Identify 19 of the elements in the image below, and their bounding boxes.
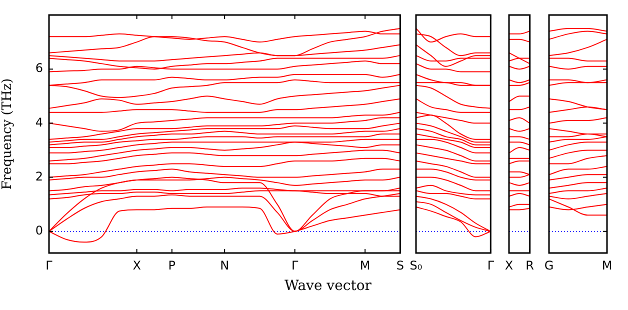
x-tick-label: S [396, 258, 404, 272]
x-tick-label: P [168, 258, 176, 272]
x-tick-label: Γ [291, 258, 298, 272]
x-tick-label: S₀ [410, 258, 422, 272]
y-tick-label: 0 [35, 223, 43, 238]
y-axis-title: Frequency (THz) [0, 78, 16, 190]
x-axis-title: Wave vector [284, 278, 372, 294]
y-tick-label: 2 [35, 169, 43, 184]
x-tick-label: Γ [46, 258, 53, 272]
x-tick-label: R [526, 258, 534, 272]
y-tick-label: 4 [35, 115, 43, 130]
x-tick-label: X [132, 258, 141, 272]
x-tick-label: M [602, 258, 612, 272]
x-tick-label: Γ [487, 258, 494, 272]
x-tick-label: X [504, 258, 514, 272]
x-tick-label: M [360, 258, 370, 272]
x-tick-label: N [220, 258, 230, 272]
x-tick-label: G [544, 258, 554, 272]
y-tick-label: 6 [35, 61, 43, 76]
